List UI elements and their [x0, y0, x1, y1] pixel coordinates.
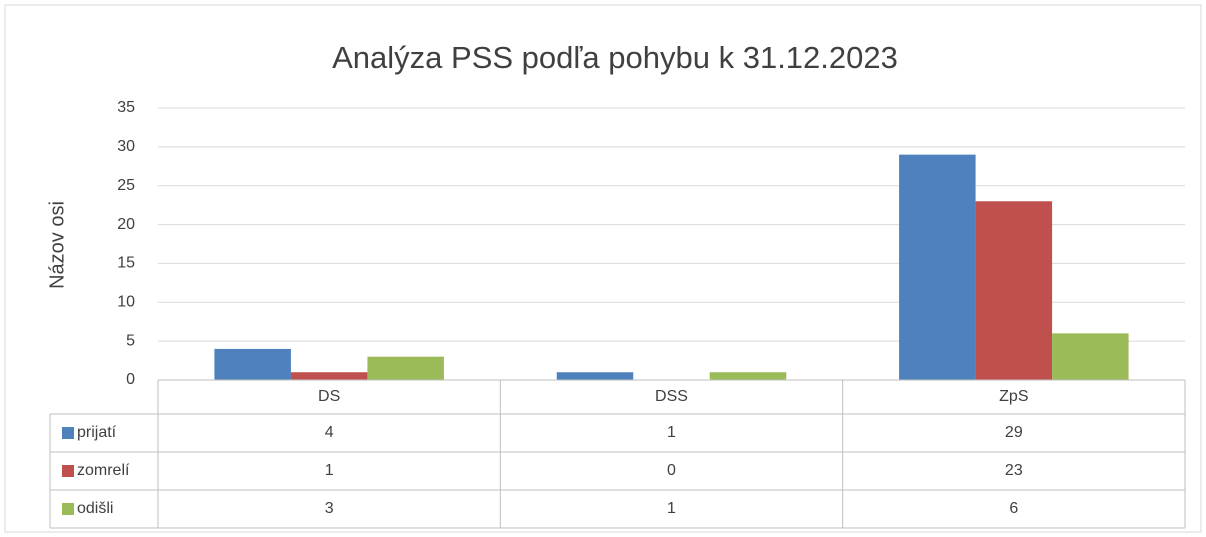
y-tick-label: 20 [117, 216, 135, 233]
y-tick-label: 5 [126, 332, 135, 349]
bar [1052, 333, 1129, 380]
table-value: 1 [667, 424, 676, 441]
table-value: 6 [1009, 500, 1018, 517]
bar [214, 348, 291, 380]
x-tick-label: DSS [655, 388, 688, 405]
bar [367, 356, 444, 380]
bar [709, 372, 787, 380]
bar [899, 154, 976, 380]
table-value: 23 [1005, 462, 1023, 479]
y-tick-label: 15 [117, 255, 135, 272]
table-value: 29 [1005, 424, 1023, 441]
legend-key [62, 427, 74, 439]
table-value: 0 [667, 462, 676, 479]
table-value: 1 [325, 462, 334, 479]
y-axis-title: Názov osi [46, 201, 68, 289]
bar [975, 201, 1053, 380]
table-value: 3 [325, 500, 334, 517]
x-tick-label: DS [318, 388, 340, 405]
bar [556, 372, 634, 380]
x-tick-label: ZpS [999, 388, 1028, 405]
y-tick-label: 0 [126, 371, 135, 388]
y-tick-label: 10 [117, 294, 135, 311]
table-value: 4 [325, 424, 334, 441]
legend-key [62, 465, 74, 477]
legend-key [62, 503, 74, 515]
y-tick-label: 30 [117, 138, 135, 155]
legend-label: zomrelí [77, 462, 130, 479]
bar [290, 372, 368, 380]
y-tick-label: 35 [117, 99, 135, 116]
y-tick-label: 25 [117, 177, 135, 194]
chart-title: Analýza PSS podľa pohybu k 31.12.2023 [332, 40, 898, 75]
table-value: 1 [667, 500, 676, 517]
legend-label: odišli [77, 500, 113, 517]
legend-label: prijatí [77, 424, 117, 441]
